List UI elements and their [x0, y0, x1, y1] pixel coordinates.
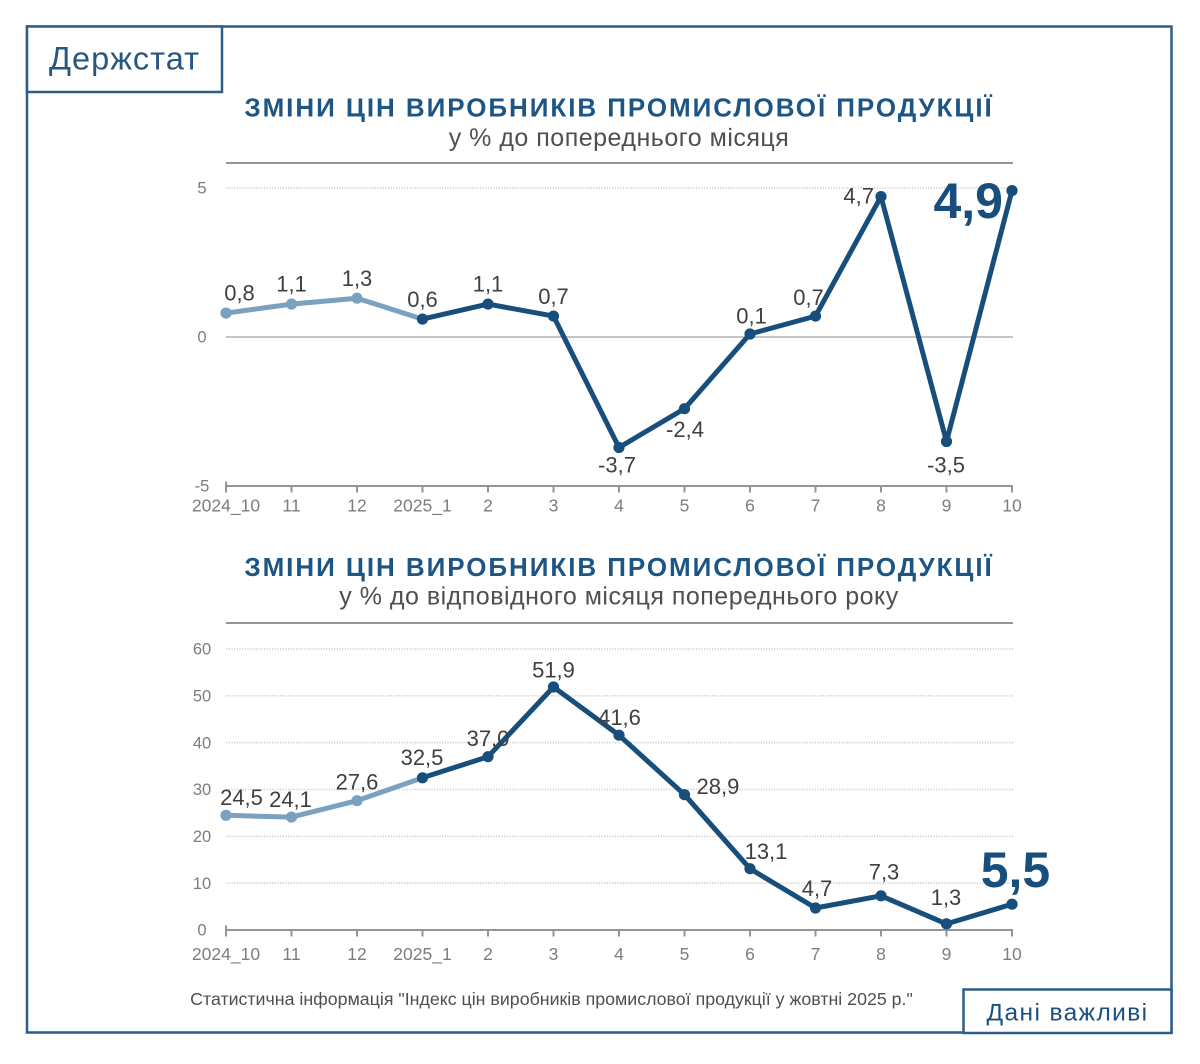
svg-text:6: 6	[745, 496, 755, 516]
svg-text:7: 7	[811, 944, 821, 964]
svg-text:3: 3	[549, 944, 559, 964]
svg-text:0,8: 0,8	[224, 281, 255, 306]
svg-text:0,6: 0,6	[407, 287, 438, 312]
svg-text:-3,7: -3,7	[598, 453, 636, 478]
svg-text:10: 10	[1002, 944, 1022, 964]
svg-text:10: 10	[193, 875, 211, 893]
svg-text:у % до відповідного місяця поп: у % до відповідного місяця попереднього …	[339, 583, 898, 611]
svg-text:27,6: 27,6	[336, 770, 379, 795]
svg-text:5: 5	[680, 496, 690, 516]
svg-text:20: 20	[193, 828, 211, 846]
svg-text:0: 0	[197, 922, 206, 940]
svg-text:2025_1: 2025_1	[393, 496, 451, 517]
svg-text:41,6: 41,6	[598, 705, 641, 730]
svg-text:5,5: 5,5	[981, 842, 1051, 898]
svg-text:Держстат: Держстат	[49, 41, 200, 77]
svg-text:2024_10: 2024_10	[192, 944, 260, 965]
svg-text:5: 5	[197, 180, 206, 198]
svg-text:3: 3	[549, 496, 559, 516]
svg-text:1,3: 1,3	[931, 885, 962, 910]
svg-text:1,3: 1,3	[342, 266, 373, 291]
svg-text:4,9: 4,9	[933, 173, 1003, 229]
svg-text:0,7: 0,7	[538, 284, 569, 309]
svg-text:40: 40	[193, 734, 211, 752]
svg-text:у % до попереднього місяця: у % до попереднього місяця	[449, 124, 790, 152]
svg-text:28,9: 28,9	[697, 774, 740, 799]
svg-text:ЗМІНИ ЦІН ВИРОБНИКІВ ПРОМИСЛОВ: ЗМІНИ ЦІН ВИРОБНИКІВ ПРОМИСЛОВОЇ ПРОДУКЦ…	[244, 552, 993, 582]
svg-text:2: 2	[483, 496, 493, 516]
svg-text:37,0: 37,0	[467, 726, 510, 751]
svg-text:4,7: 4,7	[843, 184, 874, 209]
svg-text:ЗМІНИ ЦІН ВИРОБНИКІВ ПРОМИСЛОВ: ЗМІНИ ЦІН ВИРОБНИКІВ ПРОМИСЛОВОЇ ПРОДУКЦ…	[244, 93, 993, 123]
svg-text:4: 4	[614, 944, 624, 964]
svg-text:-5: -5	[195, 478, 210, 496]
svg-text:7: 7	[811, 496, 821, 516]
svg-text:12: 12	[347, 496, 366, 516]
svg-text:0,7: 0,7	[793, 285, 824, 310]
svg-text:1,1: 1,1	[473, 272, 504, 297]
svg-text:60: 60	[193, 641, 211, 659]
svg-text:2025_1: 2025_1	[393, 944, 451, 965]
svg-text:4: 4	[614, 496, 624, 516]
svg-text:2: 2	[483, 944, 493, 964]
svg-text:9: 9	[942, 496, 952, 516]
svg-text:4,7: 4,7	[802, 876, 833, 901]
svg-text:51,9: 51,9	[532, 658, 575, 683]
svg-text:2024_10: 2024_10	[192, 496, 260, 517]
svg-text:Статистична інформація "Індекс: Статистична інформація "Індекс цін вироб…	[190, 989, 913, 1009]
svg-text:30: 30	[193, 781, 211, 799]
svg-text:Дані важливі: Дані важливі	[987, 1000, 1149, 1027]
svg-text:11: 11	[282, 496, 300, 516]
svg-text:5: 5	[680, 944, 690, 964]
svg-text:50: 50	[193, 688, 211, 706]
svg-text:12: 12	[347, 944, 366, 964]
svg-text:-3,5: -3,5	[927, 453, 965, 478]
svg-text:6: 6	[745, 944, 755, 964]
svg-text:10: 10	[1002, 496, 1022, 516]
svg-text:11: 11	[282, 944, 300, 964]
svg-text:32,5: 32,5	[401, 745, 444, 770]
svg-text:24,1: 24,1	[269, 787, 312, 812]
svg-text:24,5: 24,5	[220, 785, 263, 810]
svg-text:0: 0	[197, 329, 206, 347]
svg-text:1,1: 1,1	[276, 272, 307, 297]
svg-text:8: 8	[876, 496, 886, 516]
svg-text:0,1: 0,1	[736, 304, 767, 329]
svg-text:13,1: 13,1	[745, 839, 788, 864]
svg-text:9: 9	[942, 944, 952, 964]
svg-text:8: 8	[876, 944, 886, 964]
svg-text:-2,4: -2,4	[666, 417, 704, 442]
svg-text:7,3: 7,3	[869, 860, 900, 885]
